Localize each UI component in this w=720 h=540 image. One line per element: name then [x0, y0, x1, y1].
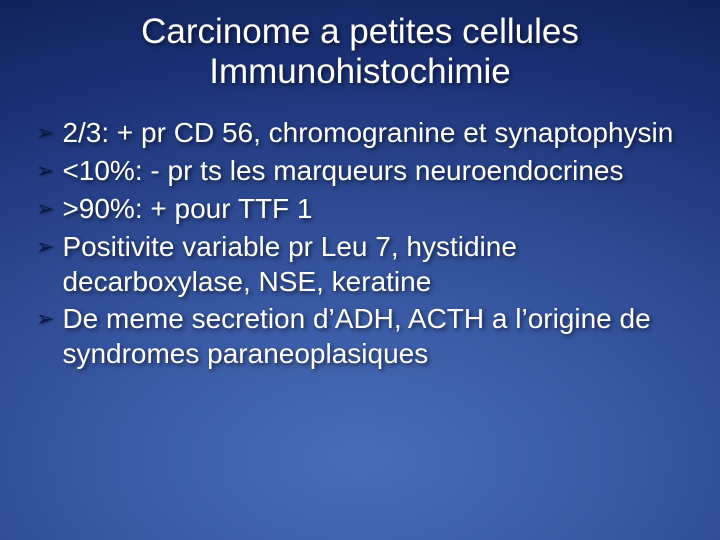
bullet-text: Positivite variable pr Leu 7, hystidine …	[62, 229, 690, 299]
bullet-text: De meme secretion d’ADH, ACTH a l’origin…	[62, 301, 690, 371]
slide-title: Carcinome a petites cellules Immunohisto…	[30, 12, 690, 93]
list-item: ➢ 2/3: + pr CD 56, chromogranine et syna…	[36, 115, 690, 151]
bullet-text: >90%: + pour TTF 1	[62, 191, 690, 226]
list-item: ➢ <10%: - pr ts les marqueurs neuroendoc…	[36, 153, 690, 189]
bullet-icon: ➢	[36, 301, 54, 337]
bullet-icon: ➢	[36, 191, 54, 227]
slide: Carcinome a petites cellules Immunohisto…	[0, 0, 720, 540]
title-line-1: Carcinome a petites cellules	[141, 12, 579, 51]
bullet-icon: ➢	[36, 153, 54, 189]
bullet-icon: ➢	[36, 115, 54, 151]
bullet-text: 2/3: + pr CD 56, chromogranine et synapt…	[62, 115, 690, 150]
list-item: ➢ >90%: + pour TTF 1	[36, 191, 690, 227]
bullet-icon: ➢	[36, 229, 54, 265]
bullet-list: ➢ 2/3: + pr CD 56, chromogranine et syna…	[30, 115, 690, 371]
title-line-2: Immunohistochimie	[209, 52, 511, 91]
list-item: ➢ De meme secretion d’ADH, ACTH a l’orig…	[36, 301, 690, 371]
list-item: ➢ Positivite variable pr Leu 7, hystidin…	[36, 229, 690, 299]
bullet-text: <10%: - pr ts les marqueurs neuroendocri…	[62, 153, 690, 188]
